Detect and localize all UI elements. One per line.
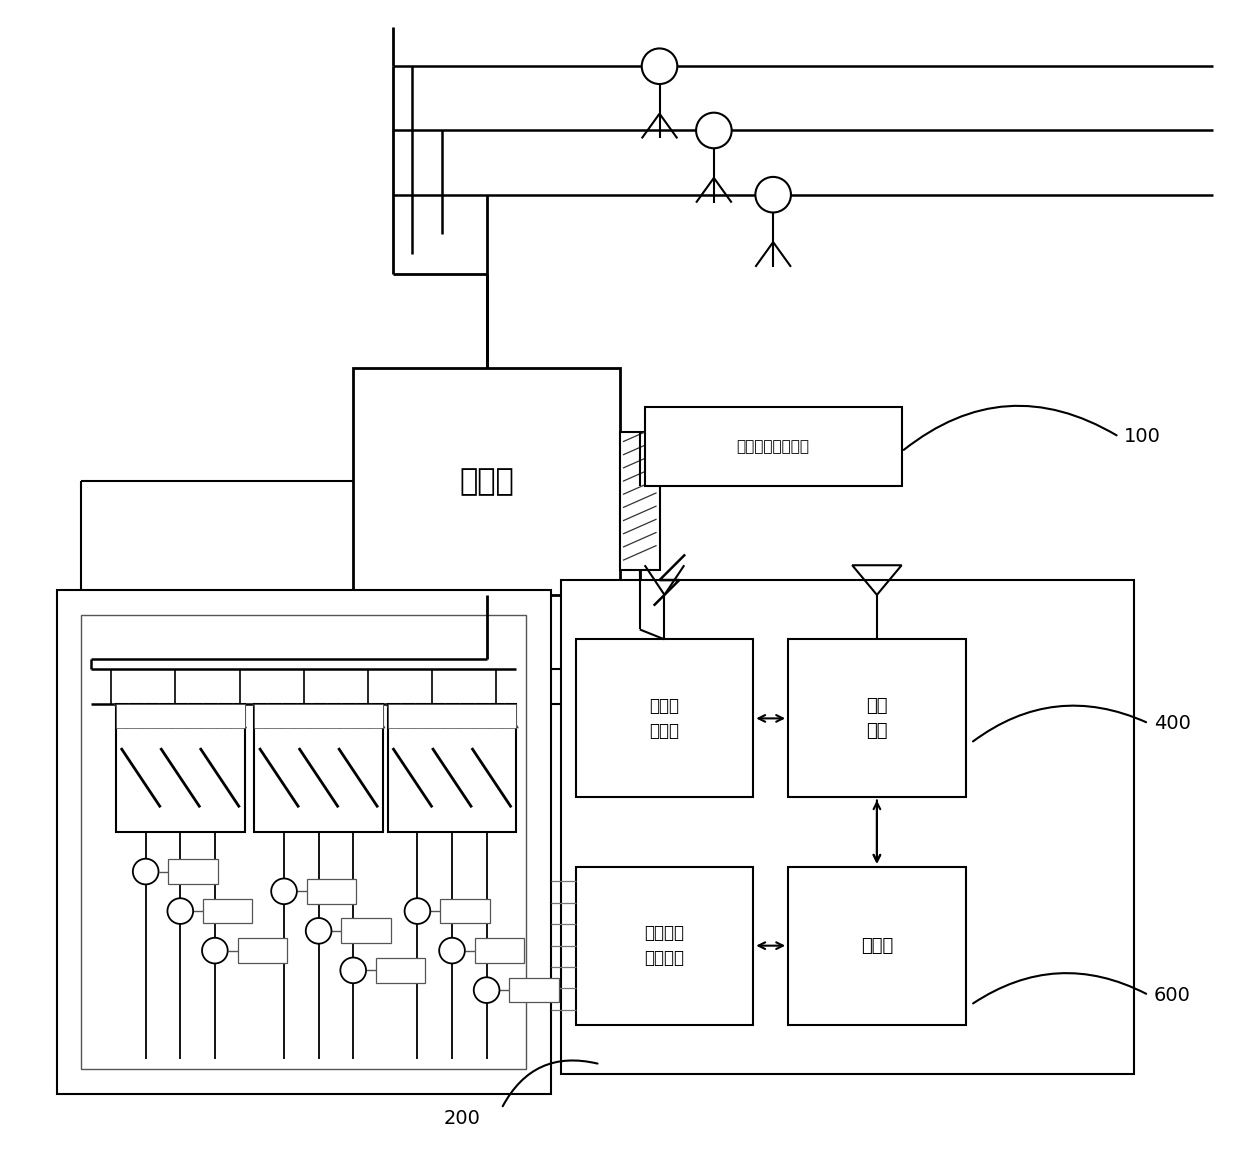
Bar — [620, 432, 660, 570]
Text: 集中器: 集中器 — [861, 937, 893, 955]
Bar — [388, 703, 516, 728]
Circle shape — [133, 859, 159, 885]
Bar — [353, 367, 620, 594]
Text: 200: 200 — [444, 1109, 480, 1128]
Bar — [117, 703, 244, 728]
Text: 高压数据采集设备: 高压数据采集设备 — [737, 439, 810, 454]
Bar — [560, 580, 1133, 1074]
Circle shape — [755, 177, 791, 213]
Circle shape — [306, 918, 331, 944]
Circle shape — [272, 879, 296, 904]
Text: 400: 400 — [1153, 714, 1190, 732]
Text: 变压器: 变压器 — [459, 467, 513, 496]
Circle shape — [340, 957, 366, 983]
Text: 温度采
集设备: 温度采 集设备 — [650, 697, 680, 739]
Circle shape — [696, 112, 732, 149]
Bar — [388, 703, 516, 832]
Circle shape — [439, 938, 465, 963]
Bar — [440, 899, 490, 923]
Bar — [169, 859, 218, 883]
Circle shape — [642, 48, 677, 84]
Bar — [787, 867, 966, 1025]
Bar — [57, 590, 551, 1094]
Bar — [254, 703, 383, 832]
Bar — [645, 407, 901, 487]
Text: 600: 600 — [1153, 985, 1190, 1005]
Bar — [306, 879, 356, 903]
Circle shape — [202, 938, 228, 963]
Bar — [254, 703, 383, 728]
Bar — [475, 938, 525, 963]
Circle shape — [404, 899, 430, 924]
Text: 100: 100 — [1123, 427, 1161, 446]
Bar — [238, 938, 286, 963]
Bar — [82, 614, 526, 1069]
Bar — [787, 639, 966, 798]
Circle shape — [474, 977, 500, 1003]
Bar — [203, 899, 253, 923]
Circle shape — [167, 899, 193, 924]
Bar — [575, 867, 754, 1025]
Bar — [510, 978, 559, 1003]
Bar — [376, 958, 425, 983]
Bar — [575, 639, 754, 798]
Bar — [117, 703, 244, 832]
Bar — [341, 918, 391, 943]
Text: 低压数据
采集设备: 低压数据 采集设备 — [645, 924, 684, 968]
Text: 运检
终端: 运检 终端 — [867, 697, 888, 739]
